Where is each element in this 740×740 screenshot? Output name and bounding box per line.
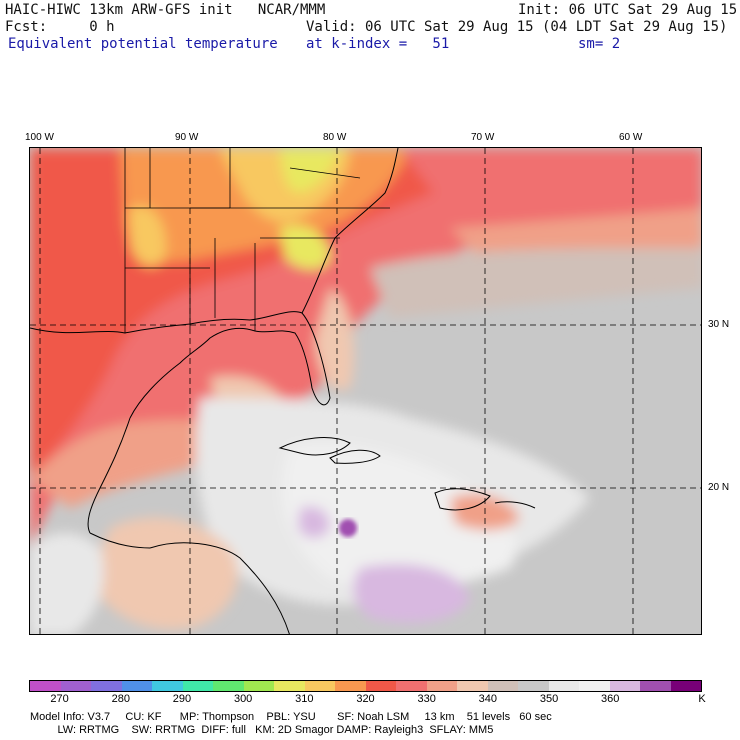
theta-e-map	[29, 147, 702, 635]
colorbar-swatch	[213, 681, 244, 691]
colorbar-swatch	[518, 681, 549, 691]
lon-label-60w: 60 W	[619, 132, 643, 143]
colorbar-swatch	[304, 681, 335, 691]
map-canvas	[30, 148, 701, 634]
colorbar-swatch	[426, 681, 457, 691]
colorbar-tick-label: 320	[356, 693, 375, 705]
field-title: Equivalent potential temperature	[8, 36, 278, 52]
colorbar-swatch	[609, 681, 640, 691]
smoothing-label: sm= 2	[578, 36, 621, 52]
colorbar-tick-label: 290	[172, 693, 192, 705]
colorbar-swatch	[91, 681, 122, 691]
colorbar-swatch	[60, 681, 91, 691]
colorbar-swatch	[274, 681, 305, 691]
colorbar	[29, 680, 702, 692]
colorbar-tick-label: 310	[295, 693, 314, 705]
colorbar-swatch	[30, 681, 61, 691]
lat-label-20n: 20 N	[708, 482, 730, 493]
colorbar-tick-label: K	[698, 693, 706, 705]
state-borders	[124, 148, 390, 333]
lon-label-70w: 70 W	[471, 132, 495, 143]
k-index-label: at k-index = 51	[306, 36, 450, 52]
colorbar-swatch	[457, 681, 488, 691]
colorbar-swatch	[640, 681, 671, 691]
colorbar-swatch	[487, 681, 518, 691]
footer-physics-info: LW: RRTMG SW: RRTMG DIFF: full KM: 2D Sm…	[30, 724, 494, 736]
graticule	[30, 148, 701, 634]
colorbar-swatch	[182, 681, 213, 691]
colorbar-swatch	[243, 681, 274, 691]
colorbar-tick-label: 330	[417, 693, 436, 705]
colorbar-swatch	[396, 681, 427, 691]
lon-label-90w: 90 W	[175, 132, 199, 143]
colorbar-tick-label: 340	[478, 693, 498, 705]
lon-label-100w: 100 W	[25, 132, 54, 143]
theta-e-shading	[30, 148, 701, 634]
colorbar-tick-label: 360	[601, 693, 620, 705]
colorbar-swatch	[548, 681, 579, 691]
colorbar-swatch	[152, 681, 183, 691]
lat-label-30n: 30 N	[708, 319, 730, 330]
lon-label-80w: 80 W	[323, 132, 347, 143]
colorbar-tick-label: 270	[50, 693, 69, 705]
colorbar-tick-label: 280	[111, 693, 130, 705]
theta-e-minimum-blob	[339, 519, 357, 537]
footer-model-info: Model Info: V3.7 CU: KF MP: Thompson PBL…	[30, 711, 552, 723]
colorbar-tick-label: 350	[539, 693, 559, 705]
colorbar-swatch	[365, 681, 396, 691]
colorbar-swatch	[121, 681, 152, 691]
header-valid-time: Valid: 06 UTC Sat 29 Aug 15 (04 LDT Sat …	[306, 19, 728, 35]
header-forecast-hour: Fcst: 0 h	[5, 19, 115, 35]
colorbar-swatch	[579, 681, 610, 691]
colorbar-swatch	[335, 681, 366, 691]
colorbar-tick-label: 300	[233, 693, 253, 705]
colorbar-swatch	[670, 681, 701, 691]
header-line1-left: HAIC-HIWC 13km ARW-GFS init NCAR/MMM	[5, 2, 326, 18]
header-init-time: Init: 06 UTC Sat 29 Aug 15	[518, 2, 738, 18]
